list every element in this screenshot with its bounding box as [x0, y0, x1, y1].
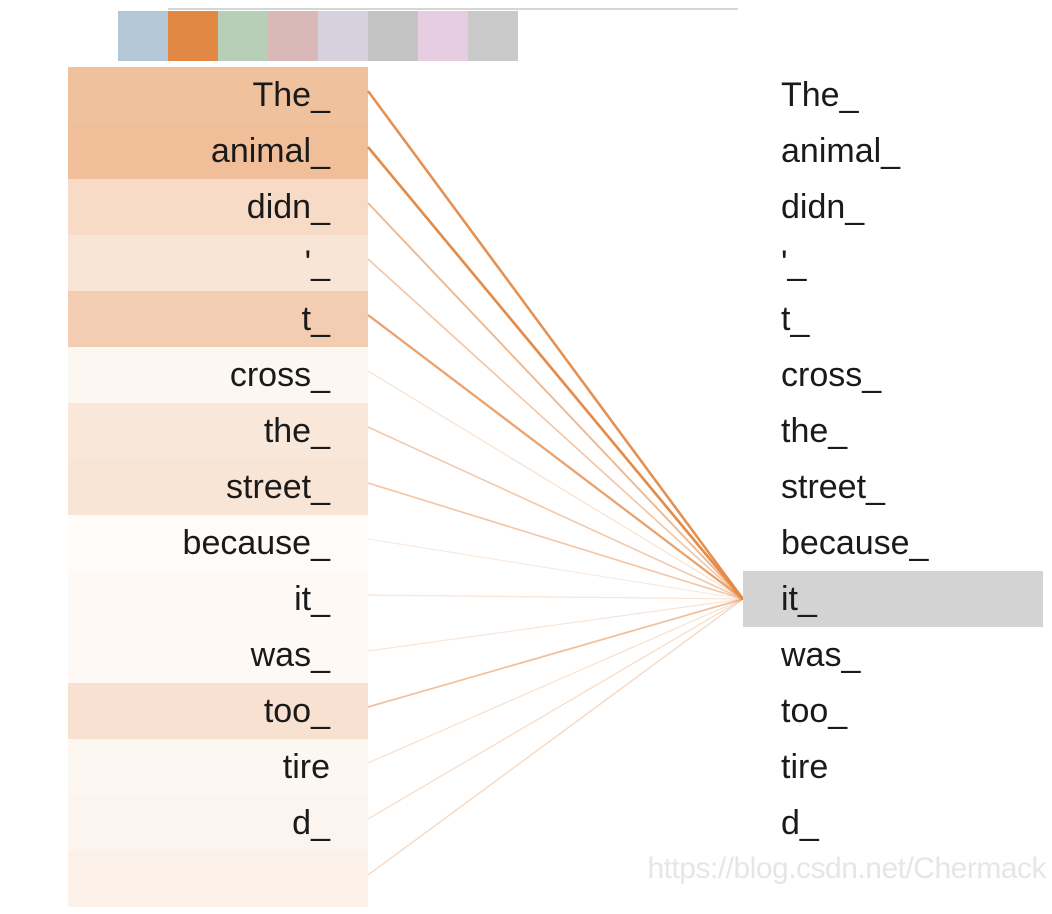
query-token-row[interactable]: didn_ — [743, 179, 1043, 235]
attention-head-selector[interactable] — [118, 11, 518, 61]
query-token-row[interactable]: t_ — [743, 291, 1043, 347]
key-token-label: The_ — [252, 76, 331, 114]
head-swatch-2[interactable] — [168, 11, 218, 61]
key-token-row[interactable]: tire — [68, 739, 368, 795]
key-token-label: animal_ — [210, 132, 330, 170]
attention-line — [367, 598, 744, 708]
head-swatch-7[interactable] — [418, 11, 468, 61]
attention-line — [367, 258, 744, 600]
attention-line — [367, 314, 744, 600]
query-token-row[interactable]: the_ — [743, 403, 1043, 459]
query-token-column: The_ animal_ didn_ '_ t_ cross_ the_ street_bec… — [743, 67, 1043, 851]
query-token-label: the_ — [781, 412, 848, 450]
key-token-row[interactable]: d_ — [68, 795, 368, 851]
key-token-label: because_ — [182, 524, 330, 562]
query-token-row[interactable]: d_ — [743, 795, 1043, 851]
key-token-row[interactable]: because_ — [68, 515, 368, 571]
query-token-row-selected[interactable]: it_ — [743, 571, 1043, 627]
head-strip-topline — [168, 8, 738, 10]
key-token-row[interactable]: the_ — [68, 403, 368, 459]
head-swatch-8[interactable] — [468, 11, 518, 61]
query-token-label: it_ — [781, 580, 817, 618]
query-token-label: cross_ — [781, 356, 882, 394]
head-swatch-3[interactable] — [218, 11, 268, 61]
attention-line — [367, 598, 744, 820]
head-swatch-5[interactable] — [318, 11, 368, 61]
key-token-row[interactable]: street_ — [68, 459, 368, 515]
key-token-label: didn_ — [246, 188, 330, 226]
attention-line — [367, 482, 744, 600]
query-token-row[interactable]: was_ — [743, 627, 1043, 683]
query-token-label: was_ — [781, 636, 861, 674]
query-token-label: tire — [781, 748, 829, 786]
query-token-label: '_ — [781, 244, 807, 282]
query-token-row[interactable]: because_ — [743, 515, 1043, 571]
query-token-label: The_ — [781, 76, 859, 114]
query-token-row[interactable]: street_ — [743, 459, 1043, 515]
watermark: https://blog.csdn.net/Chermack — [647, 852, 1046, 885]
key-token-row[interactable] — [68, 851, 368, 907]
key-token-row[interactable]: '_ — [68, 235, 368, 291]
attention-line — [367, 598, 744, 764]
key-token-row[interactable]: didn_ — [68, 179, 368, 235]
head-swatch-1[interactable] — [118, 11, 168, 61]
key-token-label: street_ — [226, 468, 330, 506]
attention-line — [367, 426, 744, 600]
key-token-row[interactable]: too_ — [68, 683, 368, 739]
key-token-label: '_ — [304, 244, 330, 282]
key-token-row[interactable]: cross_ — [68, 347, 368, 403]
key-token-row[interactable]: t_ — [68, 291, 368, 347]
query-token-row[interactable]: animal_ — [743, 123, 1043, 179]
key-token-row[interactable]: animal_ — [68, 123, 368, 179]
query-token-row[interactable]: '_ — [743, 235, 1043, 291]
attention-line — [366, 146, 745, 600]
query-token-row[interactable]: cross_ — [743, 347, 1043, 403]
key-token-column: The_ animal_ didn_ '_ t_ cross_ the_ street_bec… — [68, 67, 368, 907]
query-token-label: animal_ — [781, 132, 901, 170]
key-token-label: tire — [282, 748, 330, 786]
key-token-row[interactable]: it_ — [68, 571, 368, 627]
head-swatch-4[interactable] — [268, 11, 318, 61]
key-token-row[interactable]: The_ — [68, 67, 368, 123]
attention-line — [367, 598, 744, 652]
key-token-label: the_ — [263, 412, 330, 450]
attention-line — [367, 538, 744, 600]
key-token-label: too_ — [263, 692, 330, 730]
key-token-row[interactable]: was_ — [68, 627, 368, 683]
attention-line — [367, 370, 744, 600]
key-token-label: d_ — [292, 804, 330, 842]
key-token-label: was_ — [250, 636, 330, 674]
query-token-label: didn_ — [781, 188, 865, 226]
key-token-label: it_ — [294, 580, 330, 618]
query-token-label: street_ — [781, 468, 885, 506]
head-swatch-6[interactable] — [368, 11, 418, 61]
query-token-row[interactable]: tire — [743, 739, 1043, 795]
attention-line — [367, 202, 744, 600]
query-token-row[interactable]: too_ — [743, 683, 1043, 739]
key-token-label: cross_ — [229, 356, 330, 394]
query-token-row[interactable]: The_ — [743, 67, 1043, 123]
attention-line — [367, 598, 744, 876]
query-token-label: d_ — [781, 804, 819, 842]
key-token-label: t_ — [301, 300, 330, 338]
query-token-label: too_ — [781, 692, 848, 730]
attention-line — [366, 90, 745, 600]
query-token-label: t_ — [781, 300, 810, 338]
attention-line — [367, 594, 744, 600]
query-token-label: because_ — [781, 524, 929, 562]
